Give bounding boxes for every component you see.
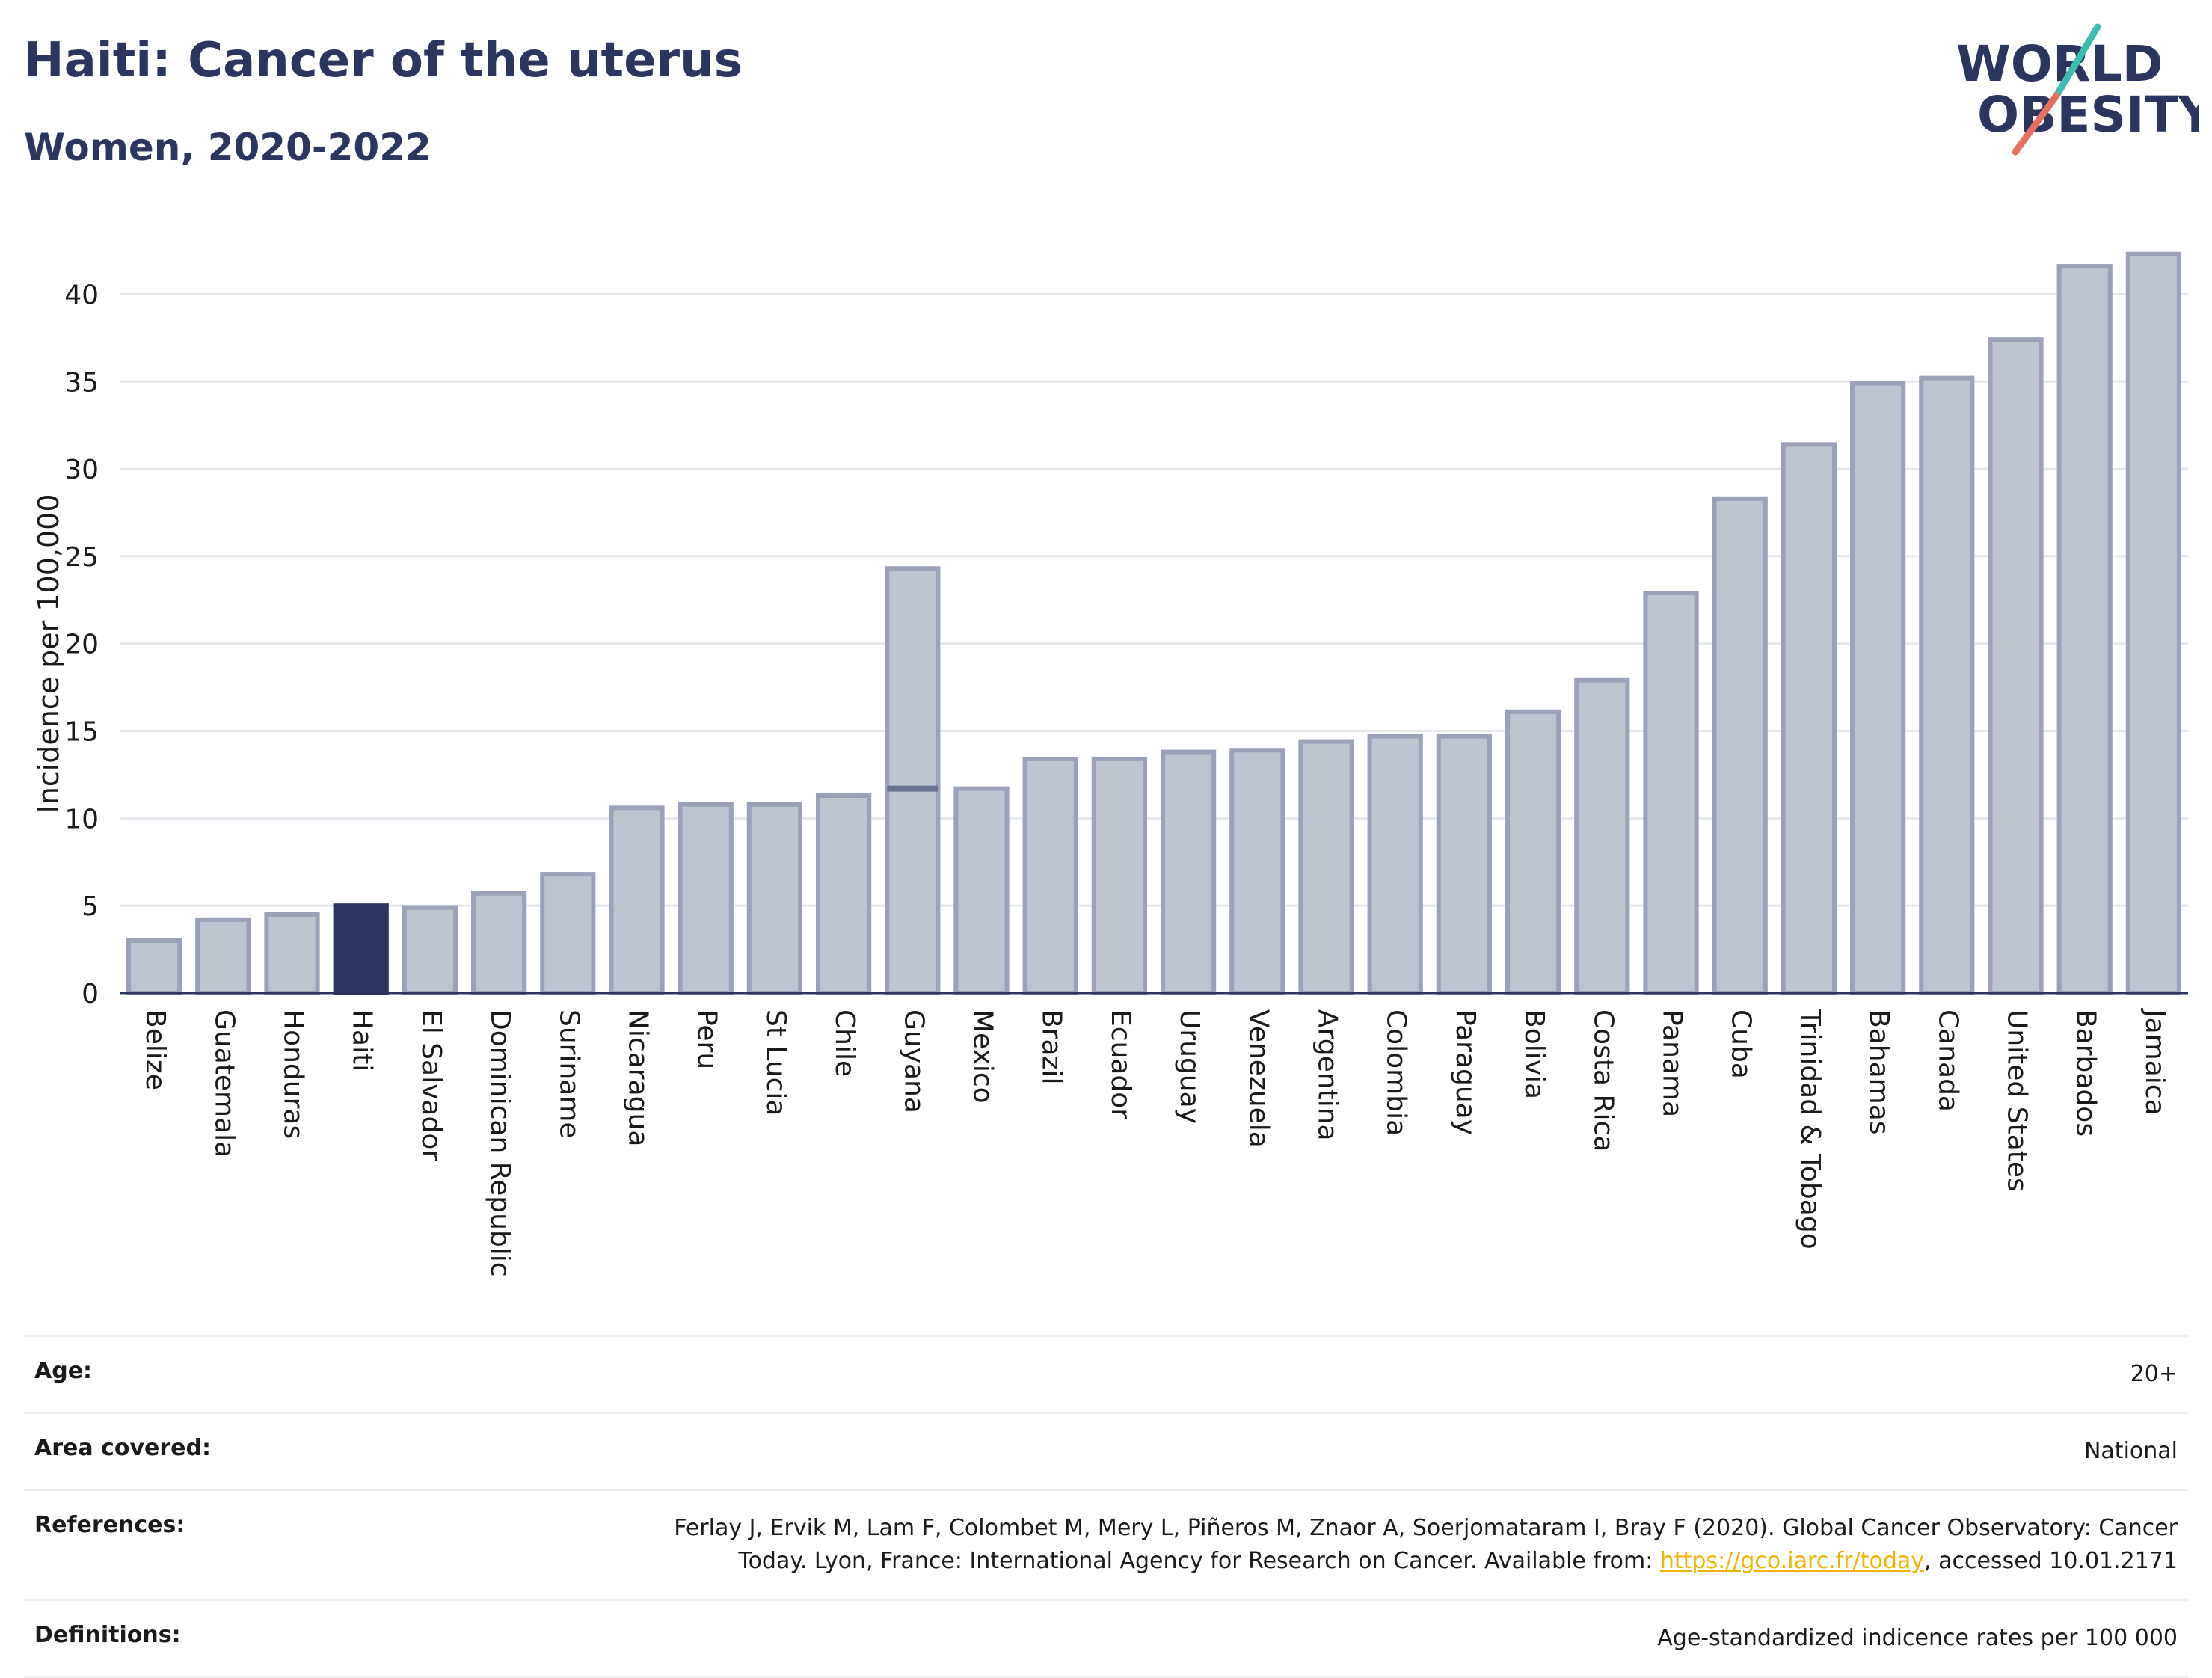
bar — [1229, 748, 1285, 996]
bar — [2125, 251, 2182, 995]
x-tick-label: Chile — [829, 1009, 860, 1077]
x-tick-label: Guyana — [898, 1009, 929, 1113]
x-tick-label: Guatemala — [209, 1009, 239, 1158]
y-tick-label: 25 — [64, 542, 99, 573]
x-tick-label: Nicaragua — [623, 1009, 654, 1146]
bar — [540, 872, 596, 996]
bar-chart: 0 5 10 15 20 25 30 35 40 Incidence per 100,000 B… — [32, 251, 2188, 1277]
y-tick-label: 20 — [64, 630, 99, 660]
bar — [1919, 375, 1975, 996]
bar — [1298, 739, 1354, 996]
bar — [1367, 734, 1423, 996]
x-tick-label: Brazil — [1036, 1009, 1067, 1084]
info-table: Age: 20+ Area covered: National Referenc… — [24, 1335, 2188, 1678]
bar — [1436, 734, 1493, 996]
bar — [1505, 709, 1561, 995]
x-axis-ticks: Belize Guatemala Honduras Haiti El Salvador D… — [140, 1008, 2170, 1277]
info-value-area: National — [2083, 1438, 2178, 1464]
x-tick-label: Barbados — [2071, 1009, 2101, 1137]
info-row-references: References: Ferlay J, Ervik M, Lam F, Co… — [24, 1489, 2188, 1599]
x-tick-label: Jamaica — [2139, 1008, 2170, 1116]
bar — [1022, 756, 1078, 995]
chart-title: Haiti: Cancer of the uterus — [24, 33, 743, 88]
x-tick-label: Venezuela — [1243, 1009, 1274, 1148]
x-tick-label: Haiti — [347, 1009, 378, 1072]
bar — [1781, 442, 1837, 995]
y-tick-label: 10 — [64, 804, 99, 835]
bar — [1712, 496, 1768, 995]
x-tick-label: United States — [2002, 1009, 2033, 1192]
info-label-age: Age: — [34, 1358, 93, 1384]
logo-text-obesity: OBESITY — [1977, 86, 2199, 144]
reference-accessed: , accessed 10.01.2171 — [1924, 1548, 2178, 1574]
y-tick-label: 30 — [64, 455, 99, 485]
bar — [1643, 590, 1699, 995]
bars — [126, 251, 2182, 996]
bar — [264, 912, 320, 996]
y-tick-label: 35 — [64, 367, 99, 398]
logo-slash-teal — [2053, 23, 2101, 99]
reference-text: Ferlay J, Ervik M, Lam F, Colombet M, Me… — [674, 1515, 2178, 1574]
x-tick-label: St Lucia — [761, 1009, 791, 1116]
x-tick-label: Uruguay — [1174, 1009, 1205, 1124]
x-tick-label: Peru — [692, 1009, 722, 1069]
bar — [402, 905, 458, 996]
x-tick-label: Mexico — [968, 1009, 998, 1104]
y-tick-label: 40 — [64, 280, 99, 310]
bar — [333, 903, 389, 995]
x-tick-label: El Salvador — [416, 1009, 446, 1161]
info-row-definitions: Definitions: Age-standardized indicence … — [24, 1599, 2188, 1678]
bar — [126, 938, 182, 995]
x-tick-label: Costa Rica — [1588, 1009, 1618, 1152]
info-label-references: References: — [34, 1512, 185, 1538]
logo-slash-coral — [2012, 92, 2060, 156]
x-tick-label: Ecuador — [1105, 1009, 1136, 1119]
bar — [470, 891, 527, 995]
chart-subtitle: Women, 2020-2022 — [24, 126, 431, 169]
bar — [1574, 677, 1630, 995]
y-axis-ticks: 0 5 10 15 20 25 30 35 40 — [64, 280, 99, 1009]
info-label-definitions: Definitions: — [34, 1622, 181, 1648]
x-tick-label: Paraguay — [1450, 1009, 1481, 1135]
x-tick-label: Trinidad & Tobago — [1795, 1009, 1825, 1250]
bar — [1091, 756, 1148, 995]
x-tick-label: Canada — [1932, 1009, 1963, 1112]
bar — [195, 917, 251, 995]
x-tick-label: Bahamas — [1864, 1009, 1894, 1135]
info-label-area: Area covered: — [34, 1435, 211, 1461]
bar — [885, 566, 941, 995]
bar — [953, 786, 1010, 996]
info-row-age: Age: 20+ — [24, 1335, 2188, 1412]
y-tick-label: 0 — [82, 979, 99, 1009]
bar — [609, 805, 665, 995]
x-tick-label: Honduras — [278, 1009, 309, 1139]
x-tick-label: Argentina — [1312, 1009, 1343, 1141]
bar — [1988, 337, 2044, 995]
info-value-references: Ferlay J, Ervik M, Lam F, Colombet M, Me… — [645, 1512, 2178, 1578]
bar — [678, 802, 734, 995]
world-obesity-logo: WORLD OBESITY — [1956, 23, 2199, 156]
y-axis-label: Incidence per 100,000 — [32, 494, 65, 813]
x-tick-label: Suriname — [553, 1009, 584, 1139]
reference-link[interactable]: https://gco.iarc.fr/today — [1659, 1548, 1925, 1574]
bar — [815, 793, 872, 996]
info-value-age: 20+ — [2130, 1361, 2178, 1387]
logo-text-world: WORLD — [1956, 35, 2163, 93]
x-tick-label: Bolivia — [1519, 1009, 1549, 1099]
x-tick-label: Dominican Republic — [485, 1009, 515, 1277]
x-tick-label: Panama — [1657, 1009, 1688, 1117]
x-tick-label: Belize — [140, 1009, 170, 1090]
bar — [1849, 381, 1906, 995]
info-row-area: Area covered: National — [24, 1412, 2188, 1489]
bar — [1160, 749, 1217, 996]
y-tick-label: 5 — [82, 891, 99, 922]
bar — [2056, 264, 2113, 995]
y-tick-label: 15 — [64, 717, 99, 748]
grid-lines — [120, 292, 2188, 907]
info-value-definitions: Age-standardized indicence rates per 100… — [1657, 1625, 2178, 1651]
bar — [746, 802, 803, 995]
x-tick-label: Colombia — [1381, 1009, 1412, 1136]
x-tick-label: Cuba — [1726, 1009, 1757, 1079]
